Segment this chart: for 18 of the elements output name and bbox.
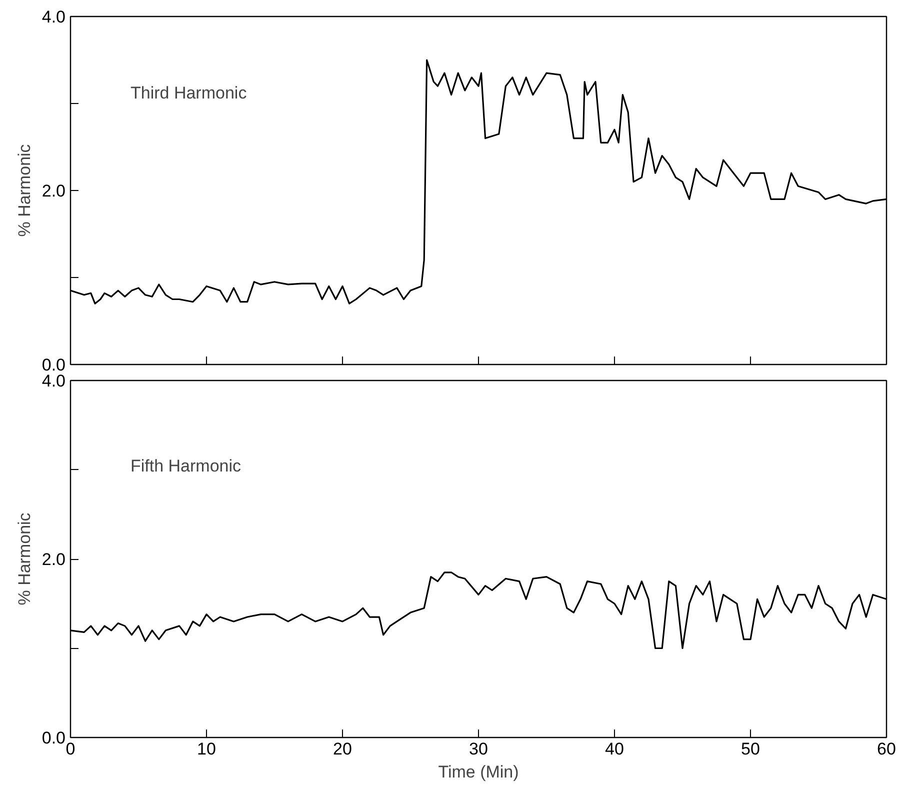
annotation: Fifth Harmonic — [130, 456, 242, 476]
x-tick-label: 60 — [877, 740, 896, 758]
y-tick-label: 2.0 — [42, 182, 66, 200]
x-tick-label: 40 — [605, 740, 624, 758]
y-tick-label: 0.0 — [42, 728, 66, 748]
x-tick-label: 0 — [66, 740, 76, 758]
y-tick-label: 0.0 — [42, 356, 66, 374]
x-tick-label: 30 — [469, 740, 488, 758]
x-axis-title: Time (Min) — [438, 762, 519, 782]
y-tick-label: 4.0 — [42, 8, 66, 26]
y-axis-title: % Harmonic — [14, 144, 34, 237]
y-tick-label: 2.0 — [42, 550, 66, 569]
y-tick-label: 4.0 — [42, 372, 66, 390]
annotation: Third Harmonic — [130, 84, 248, 102]
x-tick-label: 20 — [333, 740, 352, 758]
x-tick-label: 50 — [741, 740, 760, 758]
x-tick-label: 10 — [197, 740, 216, 758]
y-axis-title: % Harmonic — [14, 512, 34, 606]
